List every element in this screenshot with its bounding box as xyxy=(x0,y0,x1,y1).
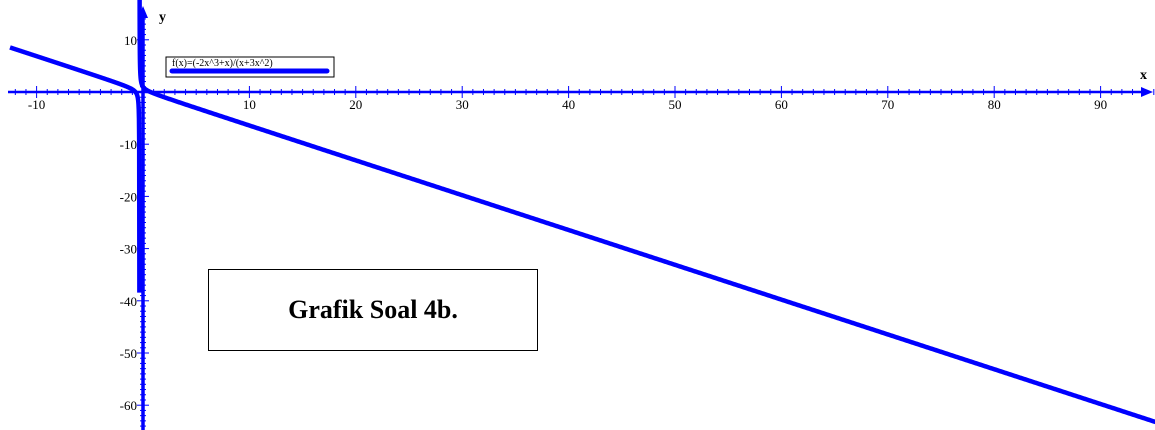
series-line-right-branch xyxy=(137,0,1155,425)
plot-area xyxy=(7,0,1155,425)
series-line-left-branch xyxy=(7,45,142,293)
x-tick-label: -10 xyxy=(28,97,45,112)
y-tick-label: -40 xyxy=(120,294,137,309)
x-axis-label: x xyxy=(1140,68,1147,83)
x-tick-label: 50 xyxy=(669,97,682,112)
y-tick-label: 10 xyxy=(124,33,137,48)
legend: f(x)=(-2x^3+x)/(x+3x^2) xyxy=(165,56,335,78)
x-tick-label: 20 xyxy=(349,97,362,112)
x-axis-arrow xyxy=(1141,87,1153,97)
x-tick-label: 80 xyxy=(988,97,1001,112)
y-tick-label: -10 xyxy=(120,137,137,152)
tick-marks: -10 10 20 30 40 50 60 70 80 90 10 -10 -20 -30 -40 -50 -6… xyxy=(14,13,1155,427)
x-tick-label: 70 xyxy=(881,97,894,112)
x-tick-label: 60 xyxy=(775,97,788,112)
legend-label: f(x)=(-2x^3+x)/(x+3x^2) xyxy=(172,58,273,69)
x-tick-label: 10 xyxy=(243,97,256,112)
y-tick-label: -60 xyxy=(120,398,137,413)
x-tick-label: 90 xyxy=(1094,97,1107,112)
x-tick-label: 40 xyxy=(562,97,575,112)
y-tick-label: -20 xyxy=(120,189,137,204)
x-tick-label: 30 xyxy=(456,97,469,112)
caption-text: Grafik Soal 4b. xyxy=(288,295,458,324)
y-axis-label: y xyxy=(159,10,166,25)
y-tick-label: -50 xyxy=(120,346,137,361)
y-tick-label: -30 xyxy=(120,242,137,257)
caption-box: Grafik Soal 4b. xyxy=(208,269,538,351)
